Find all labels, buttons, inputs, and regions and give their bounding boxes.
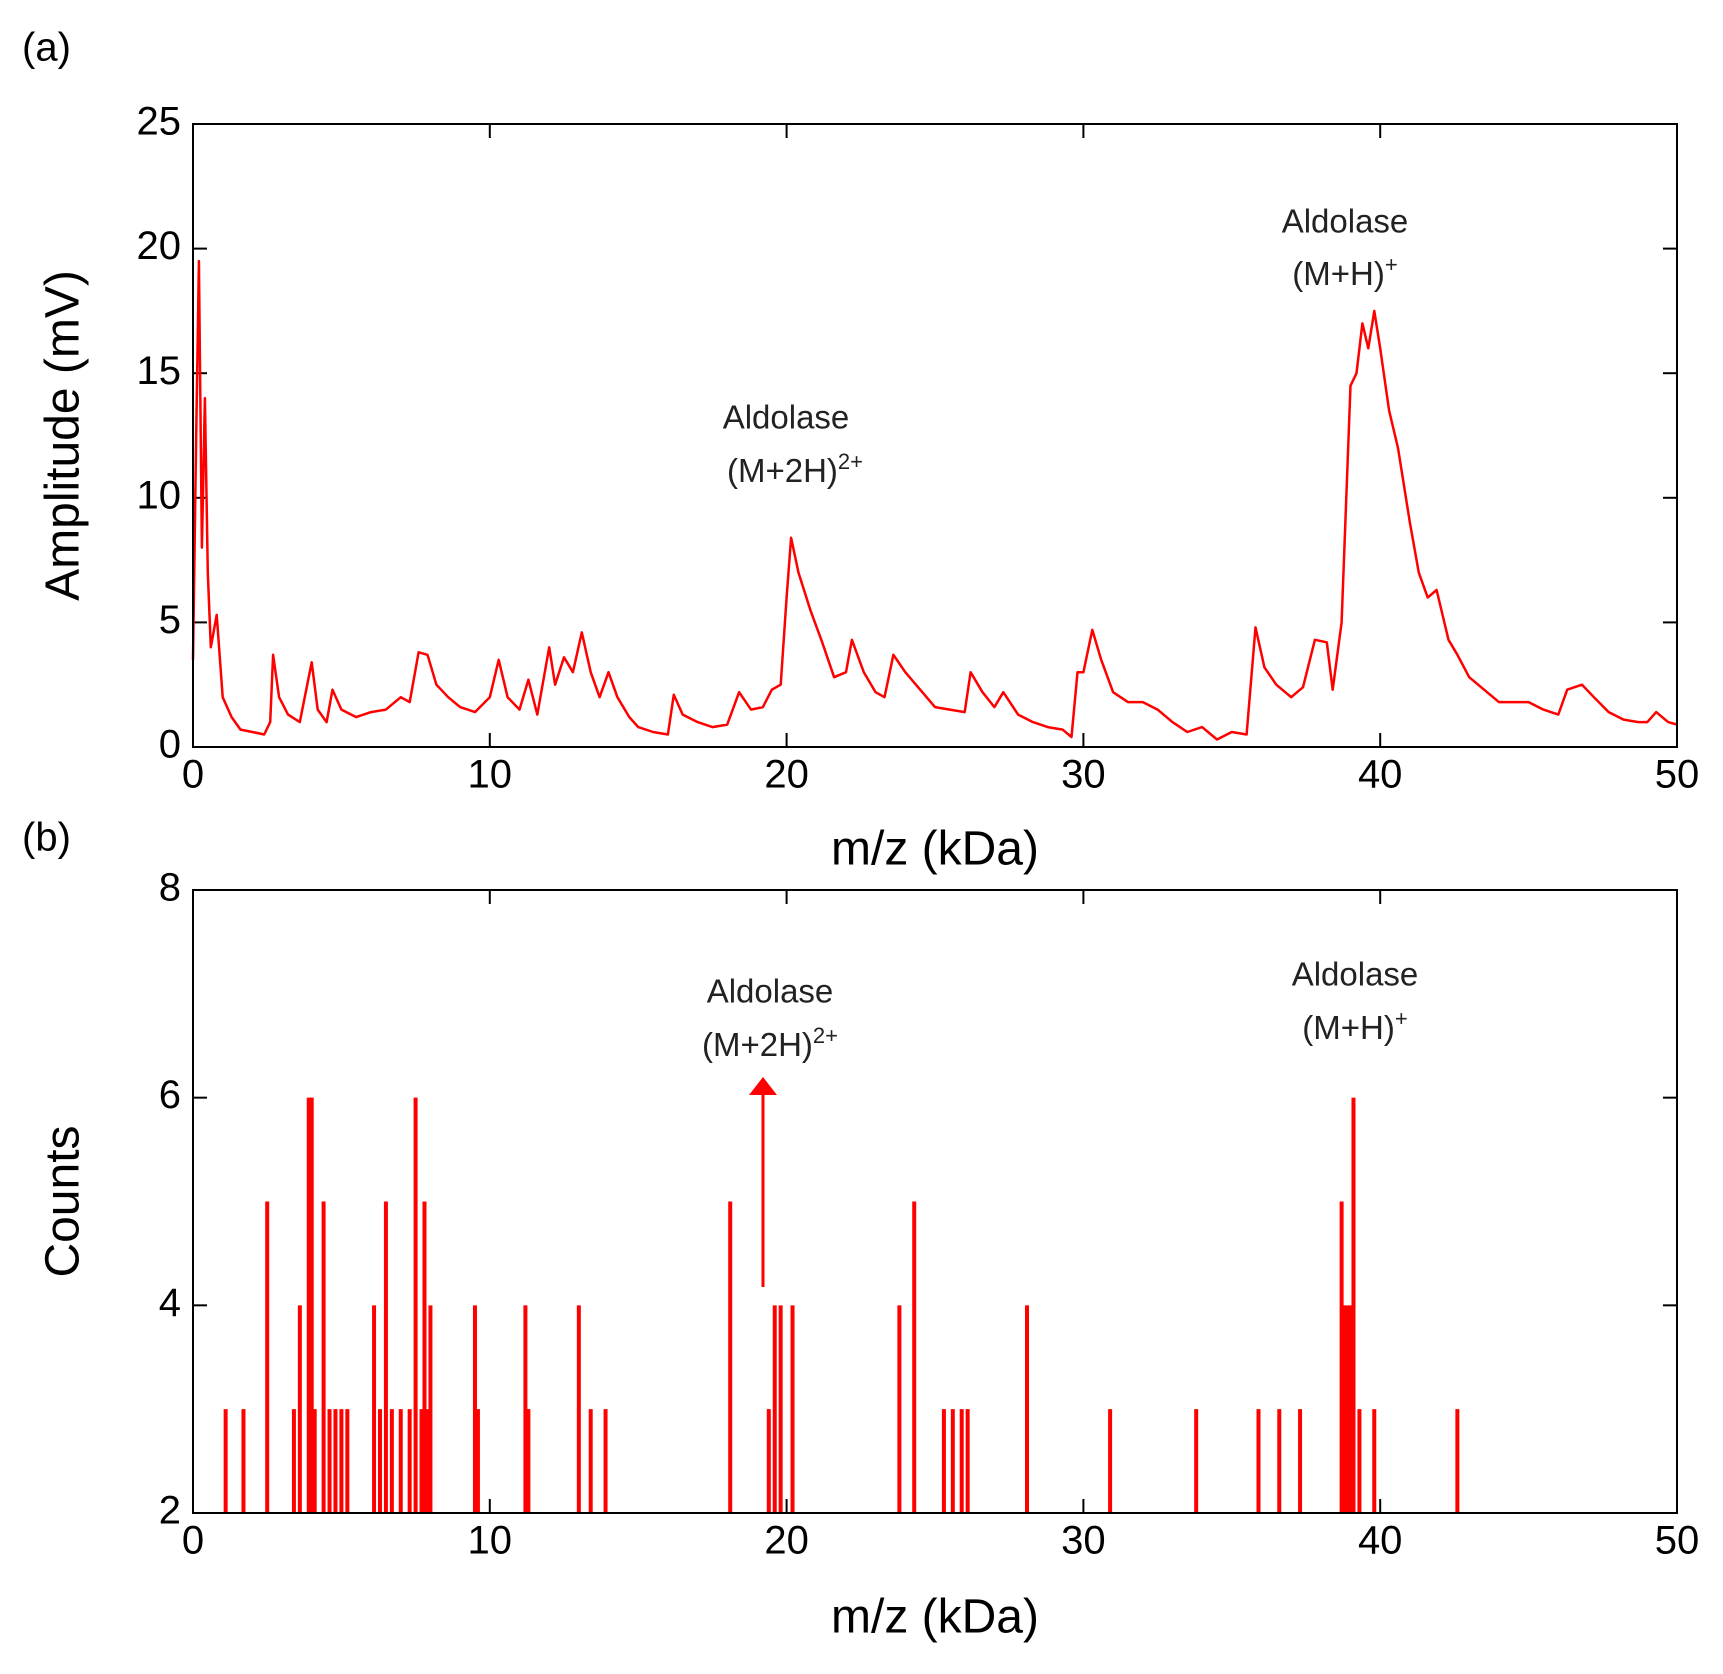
plot-frame — [192, 889, 1678, 1514]
x-tick-label: 0 — [182, 753, 204, 797]
x-tick-label: 20 — [764, 1519, 809, 1563]
x-tick-label: 30 — [1061, 1519, 1106, 1563]
annotation: (M+2H)2+ — [702, 1023, 838, 1063]
y-tick-label: 25 — [137, 100, 182, 144]
arrow-head — [749, 1077, 777, 1095]
x-tick-label: 40 — [1358, 753, 1403, 797]
y-tick-label: 6 — [159, 1073, 181, 1117]
annotation: Aldolase — [1292, 956, 1419, 993]
x-tick-label: 50 — [1655, 1519, 1700, 1563]
x-tick-label: 40 — [1358, 1519, 1403, 1563]
annotation-sup: + — [1395, 1006, 1408, 1031]
y-tick-label: 2 — [159, 1489, 181, 1533]
annotation: Aldolase — [723, 399, 850, 436]
y-tick-label: 20 — [137, 224, 182, 268]
plot-frame — [192, 123, 1678, 748]
x-tick-label: 50 — [1655, 753, 1700, 797]
annotation-main: (M+H) — [1302, 1009, 1395, 1046]
x-tick-label: 30 — [1061, 753, 1106, 797]
x-tick-label: 0 — [182, 1519, 204, 1563]
annotation-main: (M+2H) — [727, 452, 838, 489]
y-tick-label: 0 — [159, 723, 181, 767]
y-tick-label: 8 — [159, 866, 181, 910]
data-line — [191, 259, 1678, 741]
y-tick-label: 10 — [137, 473, 182, 517]
annotation: (M+H)+ — [1292, 252, 1397, 292]
annotation: Aldolase — [1282, 203, 1409, 240]
panel-label: (b) — [22, 816, 71, 860]
y-tick-label: 5 — [159, 598, 181, 642]
x-axis-label: m/z (kDa) — [831, 1591, 1039, 1644]
x-tick-label: 10 — [468, 1519, 513, 1563]
annotation-main: (M+H) — [1292, 255, 1385, 292]
annotation-sup: 2+ — [813, 1023, 838, 1048]
panel-label: (a) — [22, 26, 71, 70]
annotation: Aldolase — [707, 973, 834, 1010]
y-axis-label: Counts — [37, 1125, 90, 1277]
annotation: (M+H)+ — [1302, 1006, 1407, 1046]
y-tick-label: 15 — [137, 349, 182, 393]
annotation-sup: 2+ — [838, 449, 863, 474]
x-axis-label: m/z (kDa) — [831, 823, 1039, 876]
annotation-sup: + — [1385, 252, 1398, 277]
x-tick-label: 10 — [468, 753, 513, 797]
y-axis-label: Amplitude (mV) — [37, 270, 90, 601]
x-tick-label: 20 — [764, 753, 809, 797]
annotation: (M+2H)2+ — [727, 449, 863, 489]
annotation-main: (M+2H) — [702, 1026, 813, 1063]
y-tick-label: 4 — [159, 1281, 181, 1325]
